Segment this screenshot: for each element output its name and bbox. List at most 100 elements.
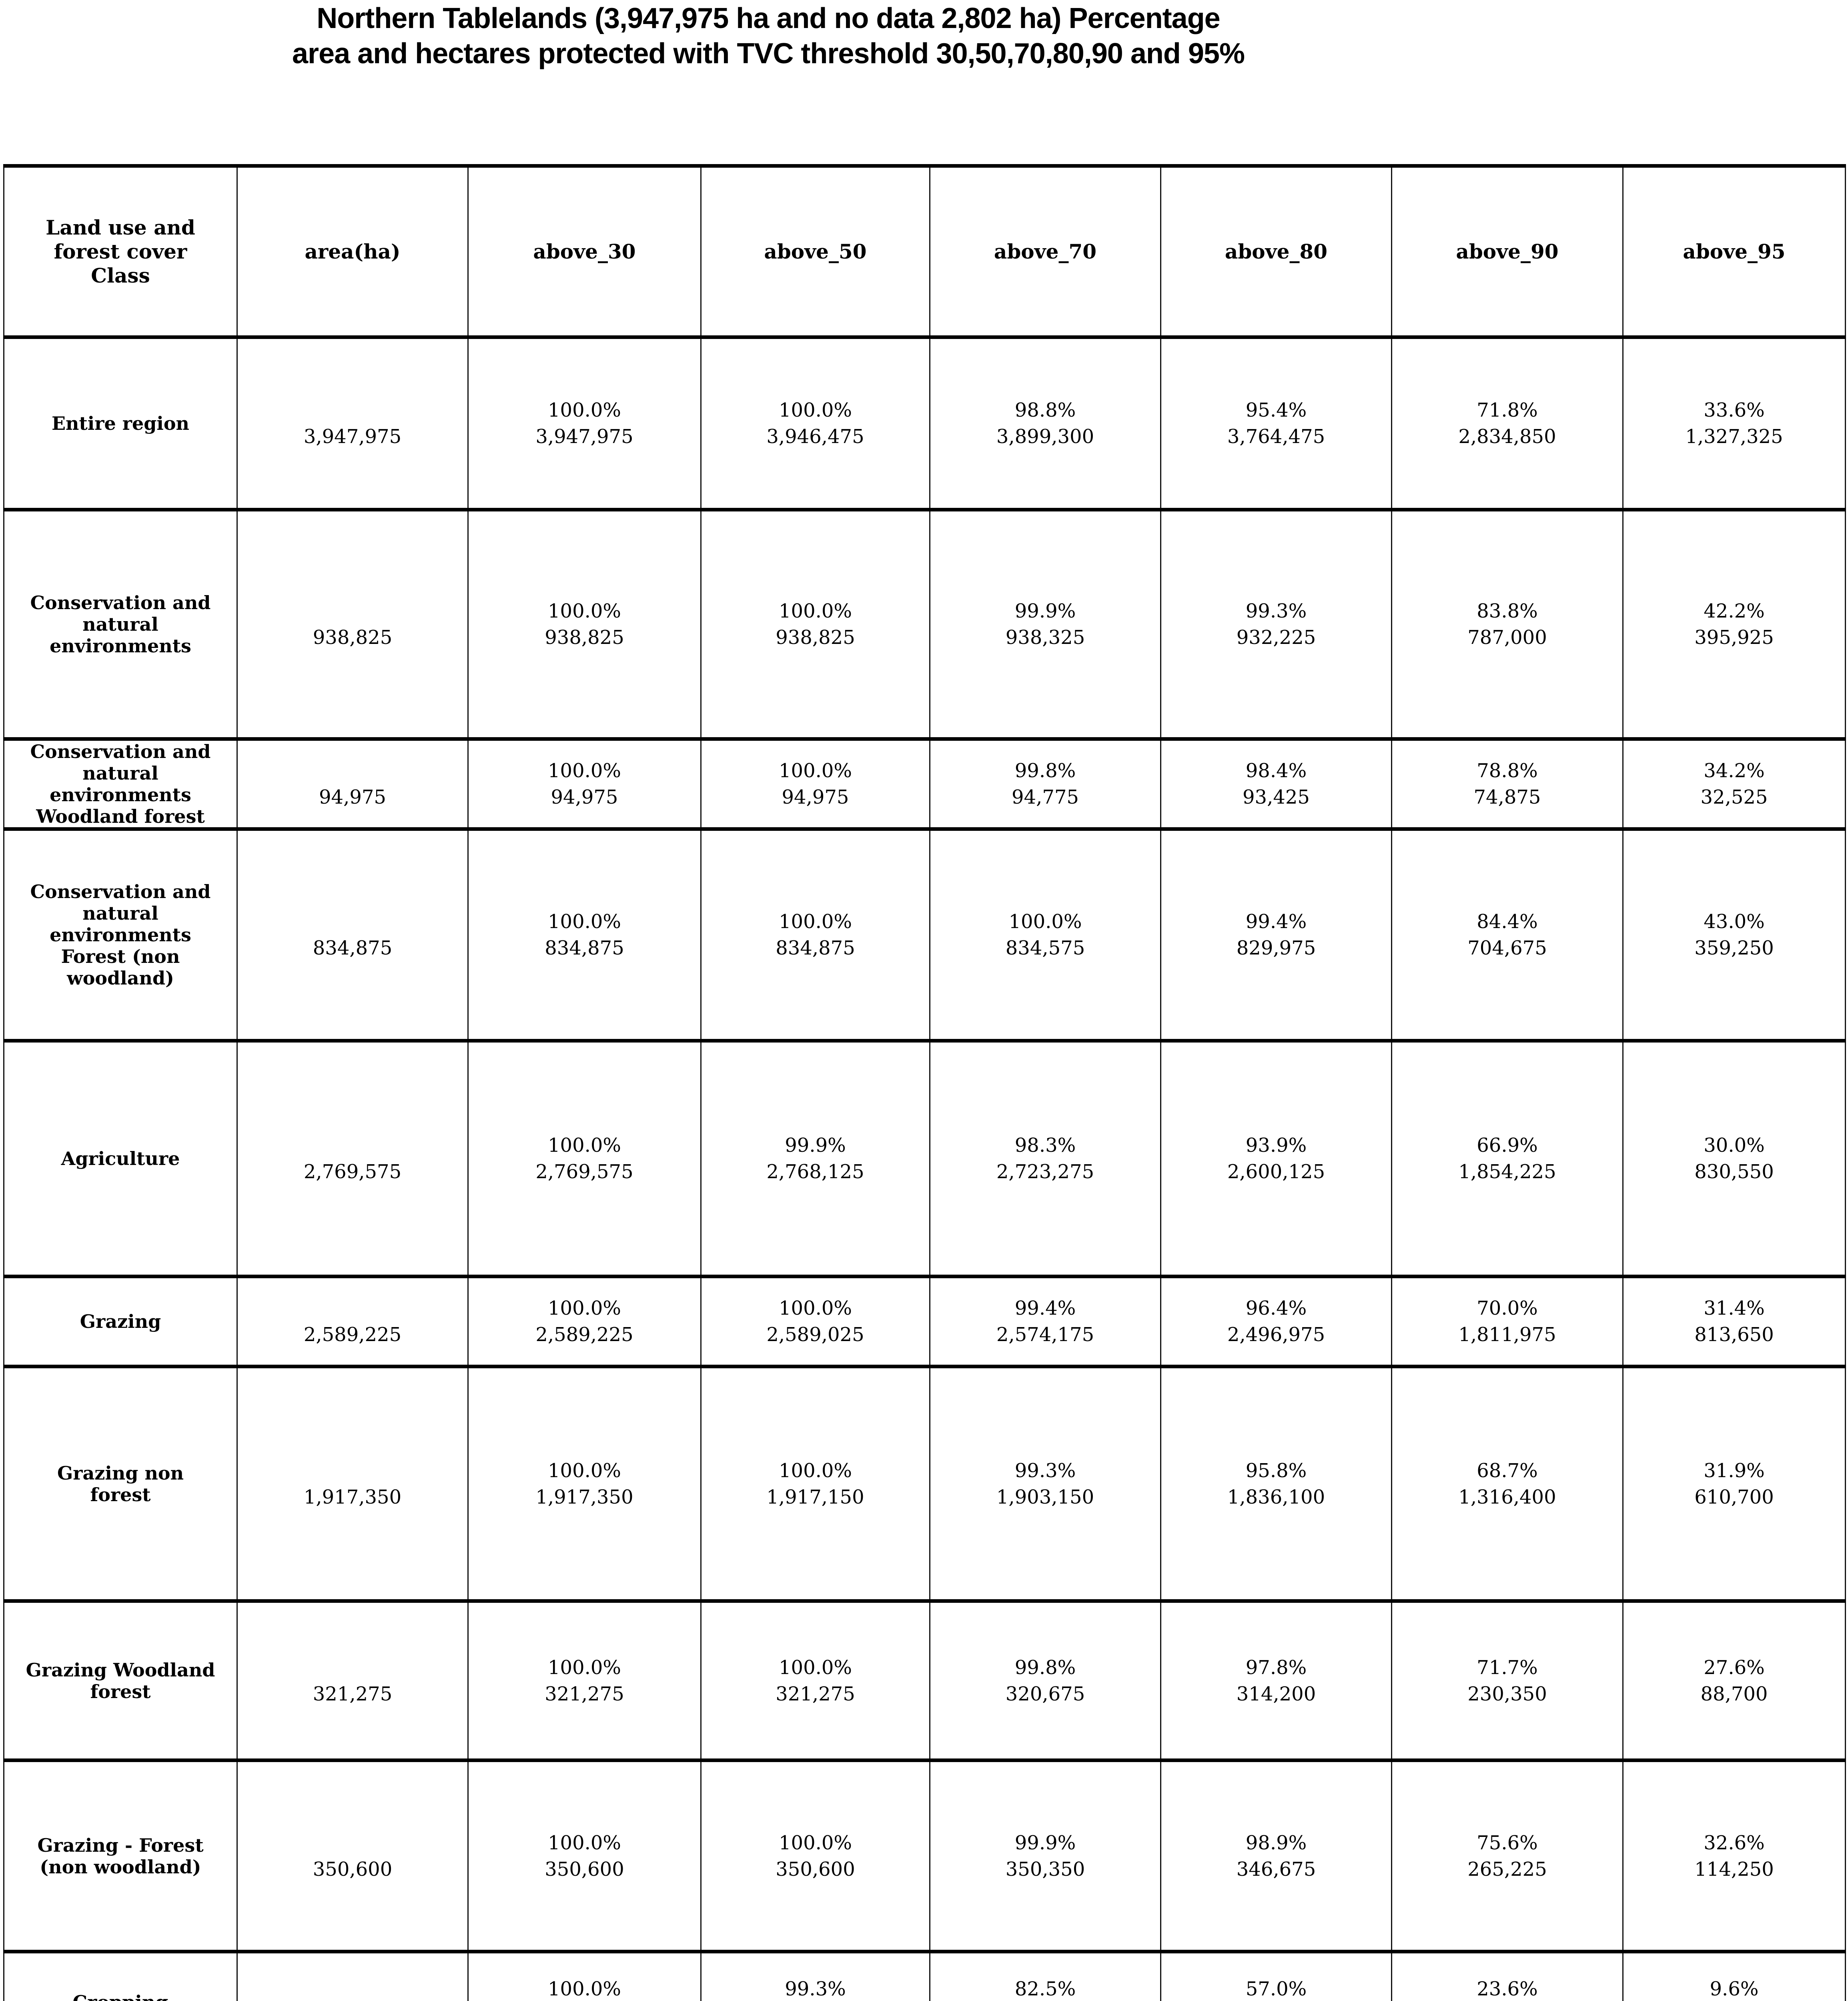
page-title: Northern Tablelands (3,947,975 ha and no… (292, 2, 1245, 70)
hectares-value: 938,825 (776, 626, 855, 649)
spacer (238, 1458, 467, 1484)
above-90-cell: 70.0% 1,811,975 (1391, 1275, 1624, 1368)
area-cell: 2,769,575 (237, 1039, 469, 1278)
table-row: Grazing 2,589,225 100.0% 2,589,225 100.0… (3, 1275, 1846, 1368)
land-use-table: Land use and forest cover Class area(ha)… (3, 164, 1846, 2001)
hectares-value: 94,775 (1012, 786, 1079, 808)
above-70-cell: 82.5% 142,350 (929, 1950, 1161, 2001)
percent-value: 100.0% (547, 1656, 621, 1679)
percent-value: 9.6% (1710, 1977, 1759, 2000)
above-70-cell: 98.3% 2,723,275 (929, 1039, 1161, 1278)
above-95-cell: 27.6% 88,700 (1622, 1599, 1846, 1762)
row-label: Conservation and natural environments Fo… (3, 827, 238, 1043)
table-row: Conservation and natural environments Fo… (3, 827, 1846, 1043)
hectares-value: 1,316,400 (1458, 1486, 1556, 1508)
hectares-value: 359,250 (1694, 937, 1774, 959)
row-label: Entire region (3, 335, 238, 511)
area-value: 350,600 (313, 1858, 393, 1881)
above-70-cell: 99.3% 1,903,150 (929, 1365, 1161, 1603)
percent-value: 99.3% (1014, 1459, 1076, 1482)
percent-value: 99.9% (785, 1134, 846, 1157)
percent-value: 82.5% (1014, 1977, 1076, 2000)
table-row: Agriculture 2,769,575 100.0% 2,769,575 9… (3, 1039, 1846, 1278)
above-50-cell: 100.0% 2,589,025 (700, 1275, 930, 1368)
above-50-cell: 100.0% 938,825 (700, 508, 930, 741)
percent-value: 99.3% (1245, 600, 1307, 622)
hectares-value: 2,589,225 (535, 1323, 633, 1346)
hectares-value: 265,225 (1467, 1858, 1547, 1881)
above-95-cell: 30.0% 830,550 (1622, 1039, 1846, 1278)
spacer (238, 598, 467, 624)
percent-value: 30.0% (1704, 1134, 1765, 1157)
hectares-value: 3,764,475 (1227, 425, 1325, 448)
hectares-value: 1,854,225 (1458, 1161, 1556, 1183)
area-cell: 938,825 (237, 508, 469, 741)
percent-value: 34.2% (1704, 760, 1765, 782)
hectares-value: 320,675 (1005, 1682, 1085, 1705)
table-row: Conservation and natural environments Wo… (3, 737, 1846, 831)
hectares-value: 32,525 (1700, 786, 1768, 808)
above-80-cell: 93.9% 2,600,125 (1160, 1039, 1392, 1278)
percent-value: 100.0% (547, 910, 621, 933)
above-90-cell: 68.7% 1,316,400 (1391, 1365, 1624, 1603)
hectares-value: 350,600 (776, 1858, 855, 1881)
above-30-cell: 100.0% 938,825 (467, 508, 702, 741)
hectares-value: 1,836,100 (1227, 1486, 1325, 1508)
spacer (238, 908, 467, 935)
area-cell: 94,975 (237, 737, 469, 831)
percent-value: 70.0% (1477, 1297, 1538, 1319)
percent-value: 23.6% (1477, 1977, 1538, 2000)
percent-value: 99.8% (1014, 1656, 1076, 1679)
percent-value: 100.0% (1008, 910, 1082, 933)
percent-value: 66.9% (1477, 1134, 1538, 1157)
percent-value: 100.0% (778, 600, 852, 622)
above-80-cell: 95.8% 1,836,100 (1160, 1365, 1392, 1603)
row-label: Cropping (3, 1950, 238, 2001)
percent-value: 57.0% (1245, 1977, 1307, 2000)
above-90-cell: 75.6% 265,225 (1391, 1758, 1624, 1953)
above-50-cell: 99.3% 171,425 (700, 1950, 930, 2001)
above-90-cell: 83.8% 787,000 (1391, 508, 1624, 741)
above-30-cell: 100.0% 172,625 (467, 1950, 702, 2001)
area-cell: 321,275 (237, 1599, 469, 1762)
hectares-value: 938,825 (545, 626, 624, 649)
percent-value: 100.0% (547, 1134, 621, 1157)
area-value: 321,275 (313, 1682, 393, 1705)
percent-value: 100.0% (547, 1459, 621, 1482)
above-90-cell: 84.4% 704,675 (1391, 827, 1624, 1043)
above-80-cell: 96.4% 2,496,975 (1160, 1275, 1392, 1368)
above-30-cell: 100.0% 94,975 (467, 737, 702, 831)
percent-value: 93.9% (1245, 1134, 1307, 1157)
hectares-value: 1,917,350 (535, 1486, 633, 1508)
hectares-value: 1,917,150 (766, 1486, 864, 1508)
above-30-cell: 100.0% 350,600 (467, 1758, 702, 1953)
table-body: Entire region 3,947,975 100.0% 3,947,975… (3, 335, 1846, 2001)
percent-value: 98.9% (1245, 1831, 1307, 1854)
percent-value: 27.6% (1704, 1656, 1765, 1679)
column-header-above-50: above_50 (700, 164, 930, 339)
percent-value: 100.0% (778, 1831, 852, 1854)
above-30-cell: 100.0% 2,589,225 (467, 1275, 702, 1368)
percent-value: 71.8% (1477, 399, 1538, 421)
area-cell: 2,589,225 (237, 1275, 469, 1368)
percent-value: 42.2% (1704, 600, 1765, 622)
area-value: 3,947,975 (303, 425, 402, 448)
above-50-cell: 100.0% 94,975 (700, 737, 930, 831)
above-70-cell: 99.8% 94,775 (929, 737, 1161, 831)
area-value: 1,917,350 (303, 1486, 402, 1508)
above-90-cell: 66.9% 1,854,225 (1391, 1039, 1624, 1278)
hectares-value: 3,899,300 (996, 425, 1094, 448)
spacer (238, 758, 467, 784)
hectares-value: 88,700 (1700, 1682, 1768, 1705)
percent-value: 98.3% (1014, 1134, 1076, 1157)
hectares-value: 395,925 (1694, 626, 1774, 649)
hectares-value: 2,496,975 (1227, 1323, 1325, 1346)
percent-value: 99.3% (785, 1977, 846, 2000)
above-80-cell: 99.4% 829,975 (1160, 827, 1392, 1043)
area-cell: 3,947,975 (237, 335, 469, 511)
percent-value: 100.0% (547, 1831, 621, 1854)
hectares-value: 94,975 (551, 786, 618, 808)
row-label: Conservation and natural environments (3, 508, 238, 741)
percent-value: 71.7% (1477, 1656, 1538, 1679)
percent-value: 99.4% (1014, 1297, 1076, 1319)
